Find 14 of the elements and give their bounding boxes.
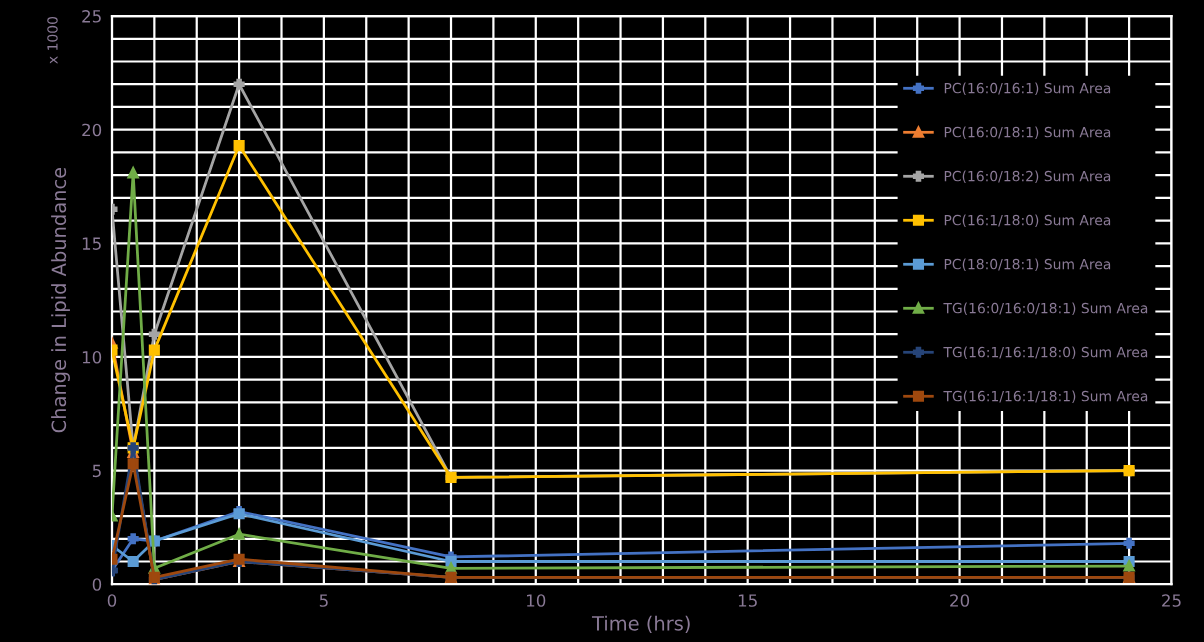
x-tick-label: 5: [319, 594, 328, 607]
x-axis-title: Time (hrs): [591, 615, 690, 633]
y-tick-label: 20: [82, 123, 102, 137]
y-tick-label: 25: [82, 10, 101, 23]
y-axis-title: Change in Lipid Abundance: [51, 167, 70, 433]
x-tick-label: 20: [950, 594, 970, 607]
y-tick-label: 15: [82, 237, 101, 250]
x-tick-label: 0: [107, 594, 117, 607]
x-tick-label: 10: [527, 594, 546, 607]
x-tick-label: 15: [738, 594, 757, 607]
y-tick-label: 10: [82, 350, 102, 364]
y-tick-label: 0: [92, 578, 102, 591]
x-tick-label: 25: [1162, 594, 1181, 607]
y-tick-label: 5: [92, 464, 101, 478]
